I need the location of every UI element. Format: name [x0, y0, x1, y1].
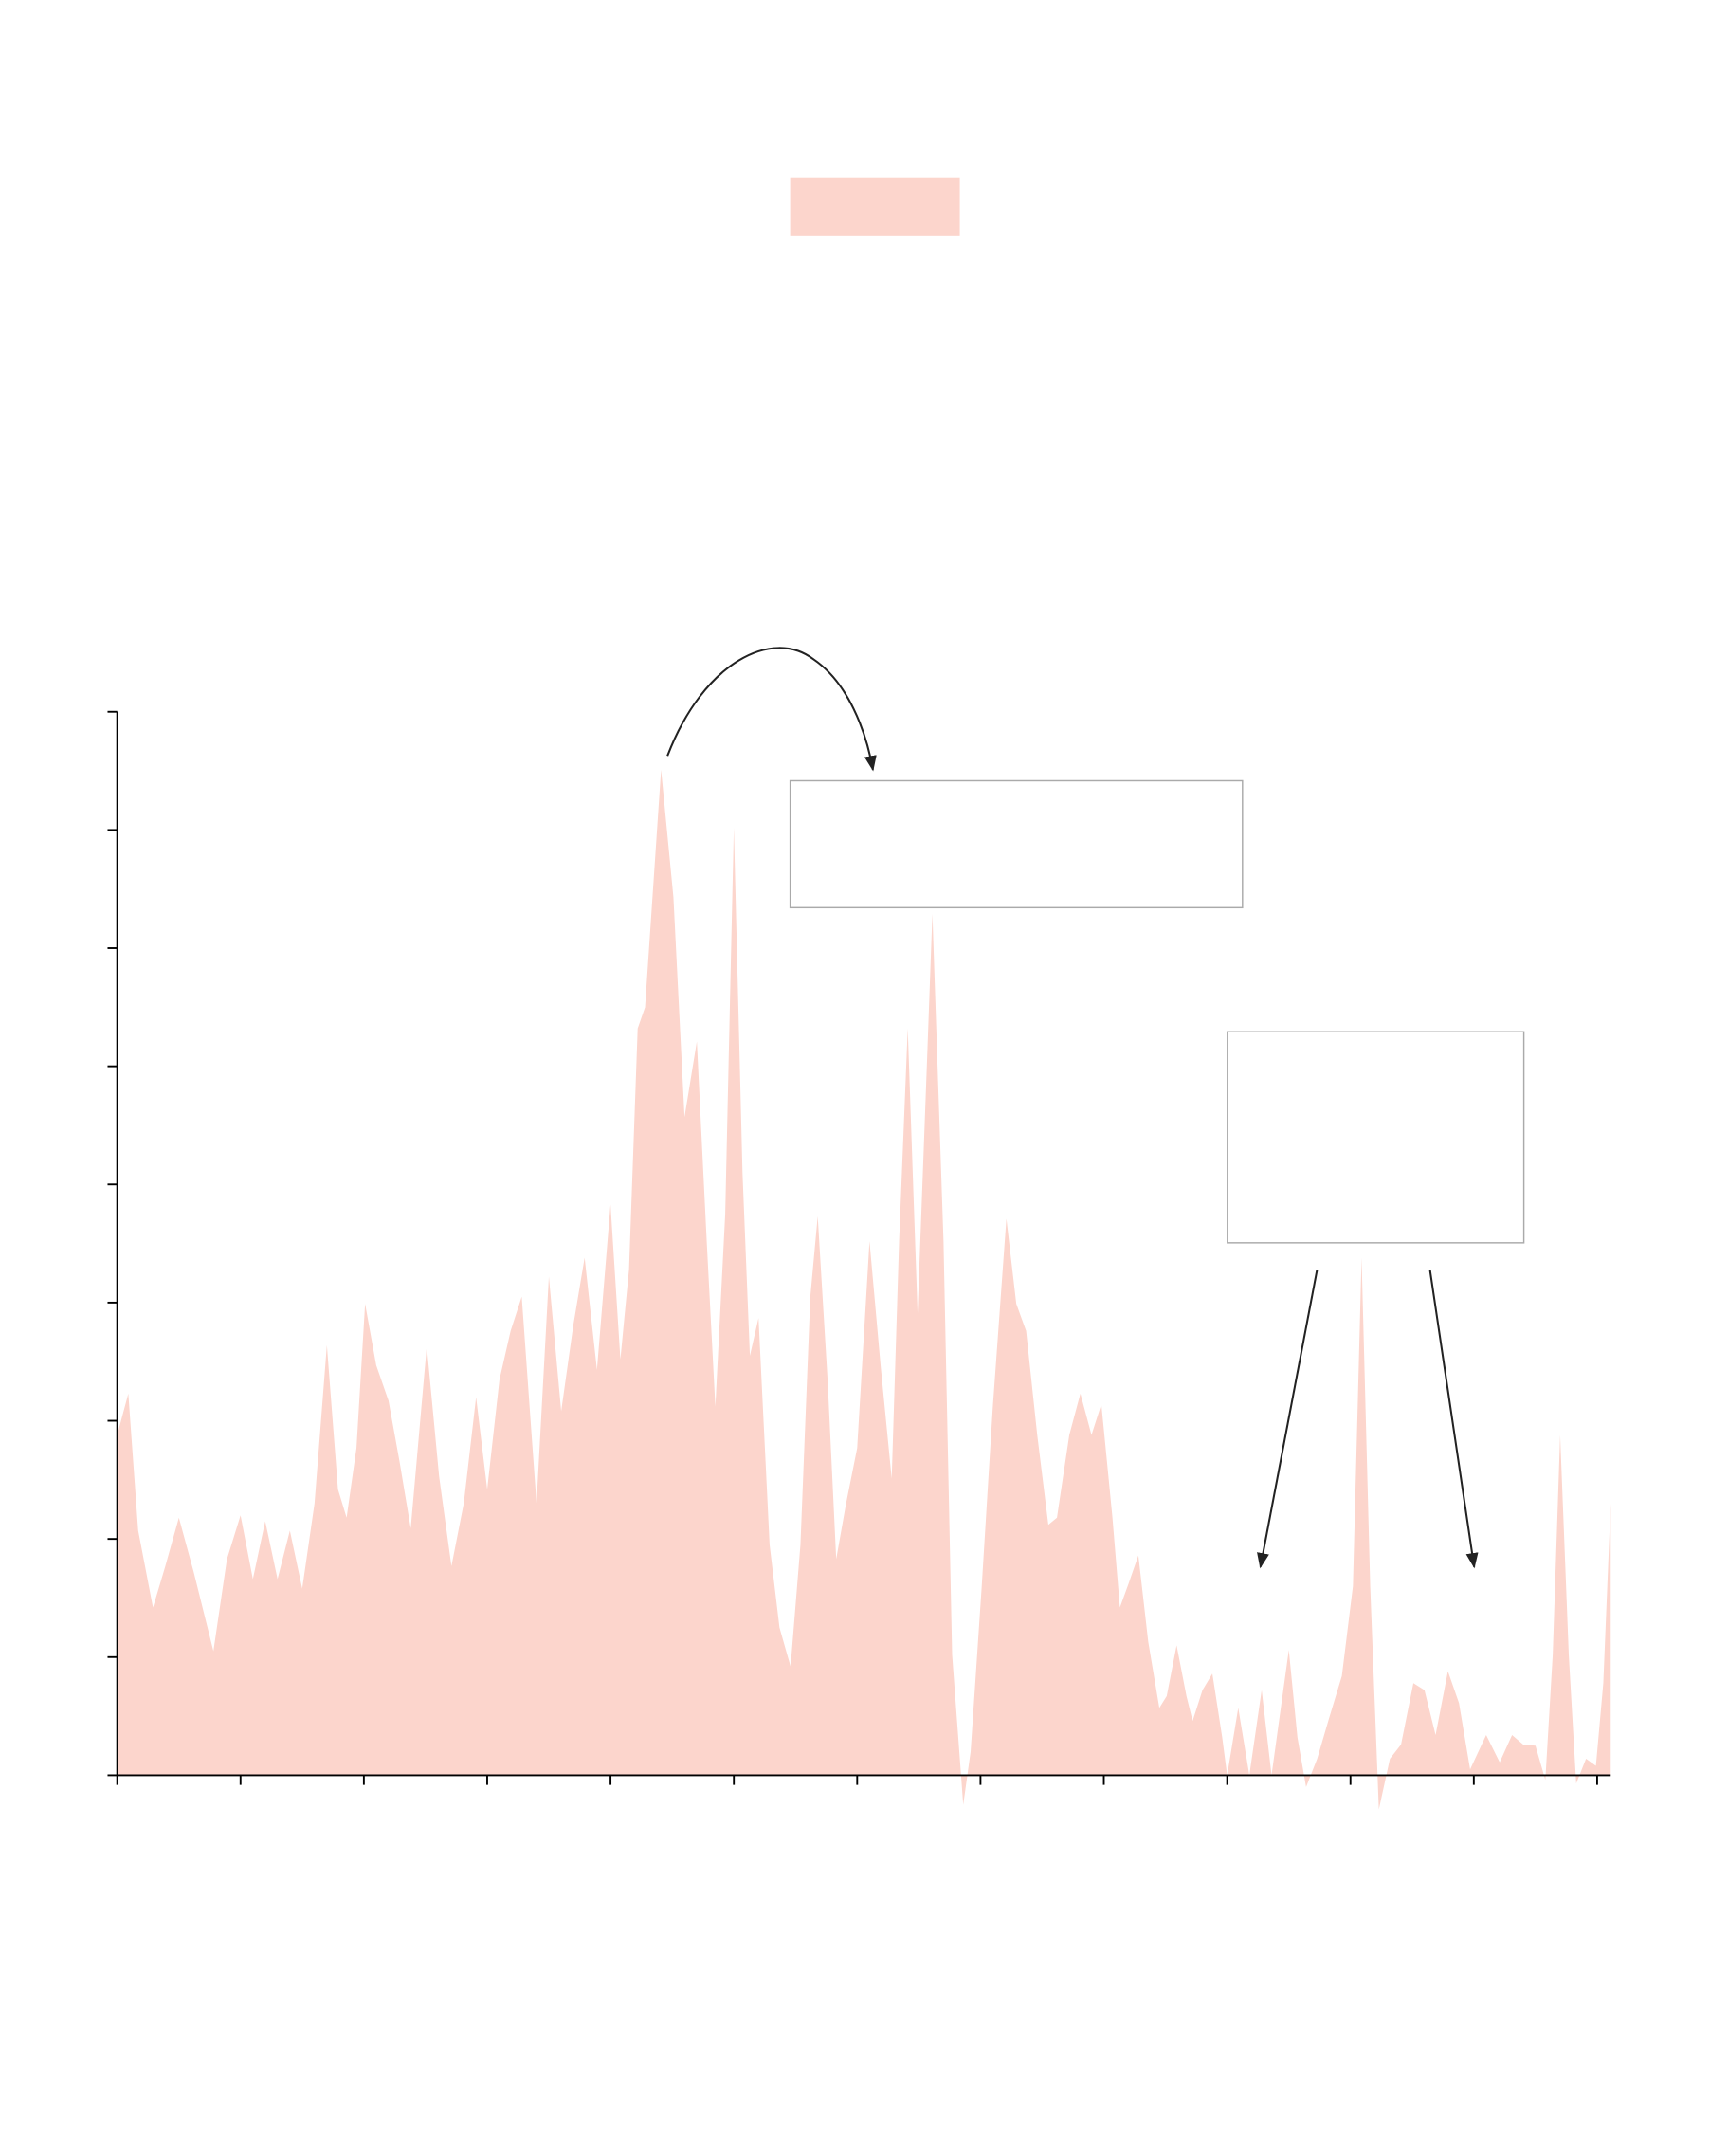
area	[117, 769, 1611, 1810]
legend-swatch	[790, 177, 960, 236]
plot-area	[107, 710, 1611, 1810]
annotation-arrow	[1257, 1270, 1319, 1569]
annotation-box	[789, 779, 1244, 909]
annotation-arrow	[1428, 1270, 1479, 1569]
annotation-box	[1227, 1031, 1525, 1244]
annotation-arrow	[666, 647, 877, 772]
